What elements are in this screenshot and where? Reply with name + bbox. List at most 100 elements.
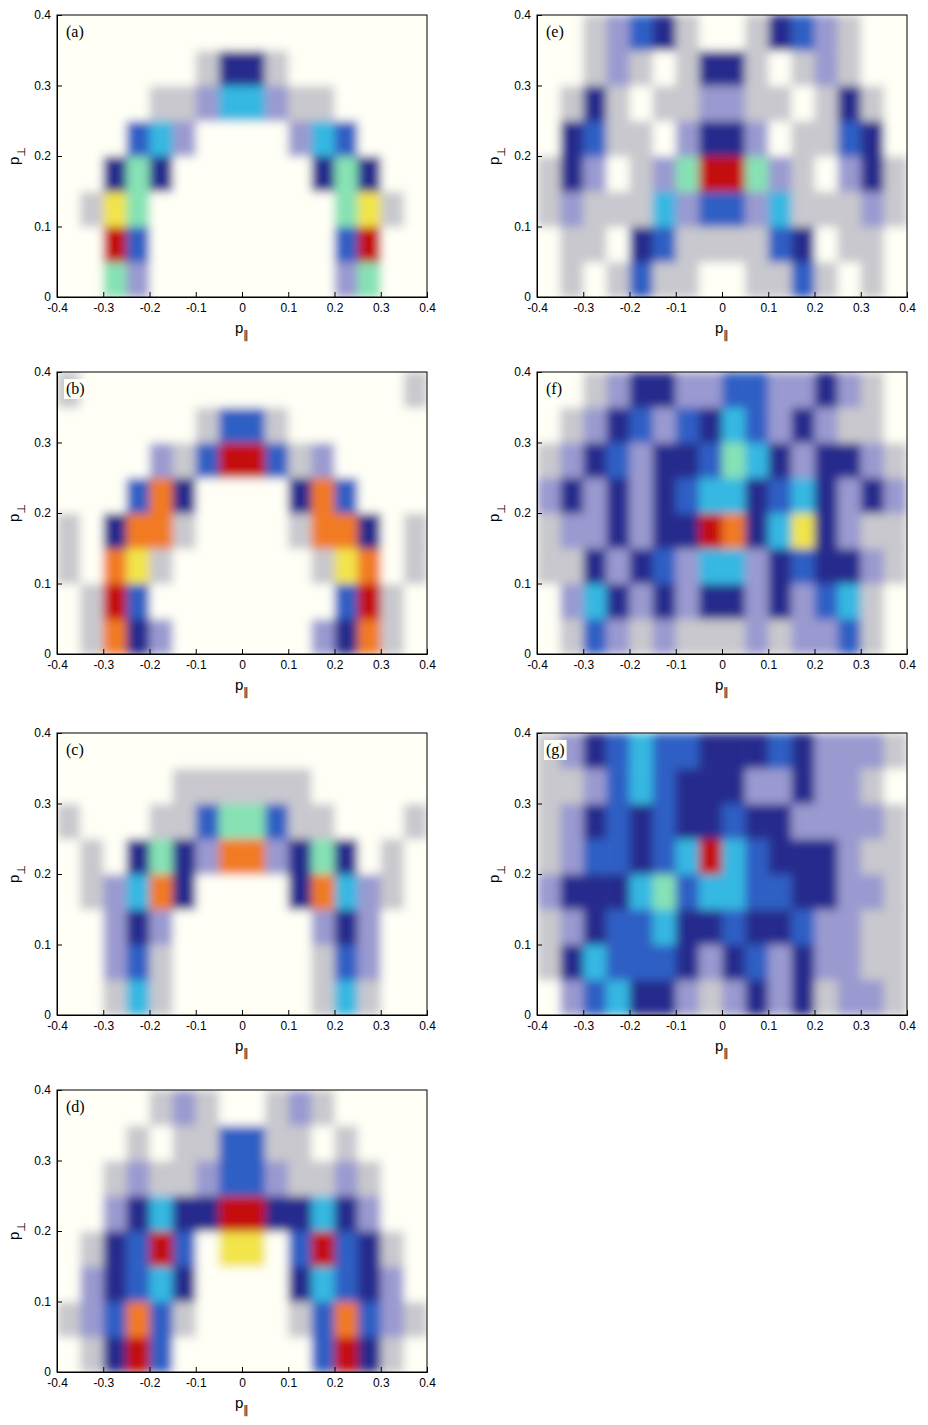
y-tick: 0.2 bbox=[34, 1224, 62, 1238]
y-tick: 0.1 bbox=[514, 938, 542, 952]
heatmap-cell bbox=[560, 443, 584, 479]
panel-label: (b) bbox=[66, 380, 85, 398]
heatmap-cell bbox=[173, 1196, 197, 1232]
x-tick-label: -0.1 bbox=[666, 301, 687, 315]
heatmap-cell bbox=[219, 372, 243, 408]
heatmap-cell bbox=[745, 50, 769, 86]
x-tick-label: 0.2 bbox=[327, 301, 344, 315]
heatmap-cell bbox=[791, 619, 815, 654]
heatmap-cell bbox=[838, 768, 862, 804]
heatmap-cell bbox=[358, 1090, 382, 1126]
heatmap-cell bbox=[381, 156, 405, 192]
heatmap-cell bbox=[335, 478, 359, 514]
heatmap-cell bbox=[126, 191, 150, 227]
heatmap-cell bbox=[630, 86, 654, 122]
heatmap-cell bbox=[126, 513, 150, 549]
heatmap-cell bbox=[335, 15, 359, 51]
heatmap-cell bbox=[57, 227, 81, 263]
x-tick-label: 0.3 bbox=[853, 301, 870, 315]
heatmap-cell bbox=[676, 121, 700, 157]
heatmap-cell bbox=[311, 768, 335, 804]
heatmap-cell bbox=[242, 1302, 266, 1338]
heatmap-cell bbox=[560, 407, 584, 443]
heatmap-cell bbox=[861, 372, 885, 408]
heatmap-cell bbox=[381, 909, 405, 945]
x-axis-title: p∥ bbox=[235, 676, 249, 699]
heatmap-cell bbox=[57, 443, 81, 479]
x-tick-label: -0.3 bbox=[93, 1019, 114, 1033]
heatmap-cell bbox=[57, 839, 81, 875]
heatmap-cell bbox=[358, 768, 382, 804]
heatmap-cell bbox=[768, 548, 792, 584]
heatmap-cell bbox=[173, 121, 197, 157]
x-tick-label: 0 bbox=[719, 301, 726, 315]
heatmap-cell bbox=[265, 443, 289, 479]
heatmap-cell bbox=[381, 1302, 405, 1338]
heatmap-cell bbox=[768, 768, 792, 804]
heatmap-cell bbox=[653, 945, 677, 981]
y-tick: 0.2 bbox=[34, 867, 62, 881]
panel-label: (f) bbox=[546, 380, 562, 398]
heatmap-cell bbox=[791, 15, 815, 51]
heatmap-cell bbox=[722, 86, 746, 122]
y-tick-label: 0.3 bbox=[514, 79, 531, 93]
heatmap-cell bbox=[838, 372, 862, 408]
heatmap-cell bbox=[722, 407, 746, 443]
heatmap-cell bbox=[358, 980, 382, 1015]
heatmap-cell bbox=[103, 1231, 127, 1267]
heatmap-cell bbox=[653, 407, 677, 443]
x-tick-mark bbox=[722, 1010, 723, 1015]
heatmap-cell bbox=[265, 86, 289, 122]
heatmap-cell bbox=[196, 1266, 220, 1302]
heatmap-cell bbox=[57, 121, 81, 157]
heatmap-cell bbox=[242, 839, 266, 875]
x-tick: 0 bbox=[719, 1010, 726, 1033]
x-tick-mark bbox=[907, 1010, 908, 1015]
x-tick: -0.3 bbox=[573, 649, 594, 672]
x-tick-mark bbox=[150, 649, 151, 654]
heatmap-cell bbox=[265, 839, 289, 875]
heatmap-cell bbox=[791, 839, 815, 875]
y-tick-label: 0.1 bbox=[34, 1295, 51, 1309]
heatmap-cell bbox=[126, 1125, 150, 1161]
x-tick: 0 bbox=[719, 649, 726, 672]
heatmap-cell bbox=[838, 191, 862, 227]
heatmap-cell bbox=[126, 1302, 150, 1338]
heatmap-cell bbox=[676, 619, 700, 654]
heatmap-cells bbox=[537, 372, 907, 654]
heatmap-cell bbox=[173, 1231, 197, 1267]
heatmap-cell bbox=[103, 156, 127, 192]
heatmap-cell bbox=[583, 513, 607, 549]
y-tick: 0.4 bbox=[514, 365, 542, 379]
x-axis-line bbox=[58, 292, 428, 298]
heatmap-cell bbox=[838, 619, 862, 654]
heatmap-cell bbox=[537, 584, 561, 620]
heatmap-cell bbox=[219, 804, 243, 840]
plot-frame bbox=[57, 1090, 427, 1372]
heatmap-cell bbox=[288, 227, 312, 263]
heatmap-cell bbox=[676, 156, 700, 192]
heatmap-cell bbox=[791, 513, 815, 549]
y-tick-label: 0.1 bbox=[514, 938, 531, 952]
x-tick: 0.1 bbox=[760, 292, 777, 315]
heatmap-cell bbox=[57, 1337, 81, 1372]
panel: -0.4-0.3-0.2-0.100.10.20.30.400.10.20.30… bbox=[485, 726, 916, 1060]
heatmap-cell bbox=[173, 1337, 197, 1372]
heatmap-cell bbox=[358, 1231, 382, 1267]
x-tick: 0.1 bbox=[280, 1010, 297, 1033]
heatmap-cell bbox=[80, 1266, 104, 1302]
x-tick: -0.1 bbox=[666, 292, 687, 315]
heatmap-cell bbox=[606, 443, 630, 479]
heatmap-cell bbox=[838, 443, 862, 479]
heatmap-cell bbox=[335, 839, 359, 875]
y-tick: 0.1 bbox=[34, 220, 62, 234]
heatmap-cell bbox=[311, 15, 335, 51]
heatmap-cell bbox=[630, 548, 654, 584]
heatmap-cell bbox=[745, 733, 769, 769]
heatmap-cell bbox=[173, 548, 197, 584]
heatmap-cell bbox=[335, 1231, 359, 1267]
heatmap-cell bbox=[288, 768, 312, 804]
heatmap-cell bbox=[265, 584, 289, 620]
heatmap-cell bbox=[242, 156, 266, 192]
heatmap-cell bbox=[173, 262, 197, 297]
